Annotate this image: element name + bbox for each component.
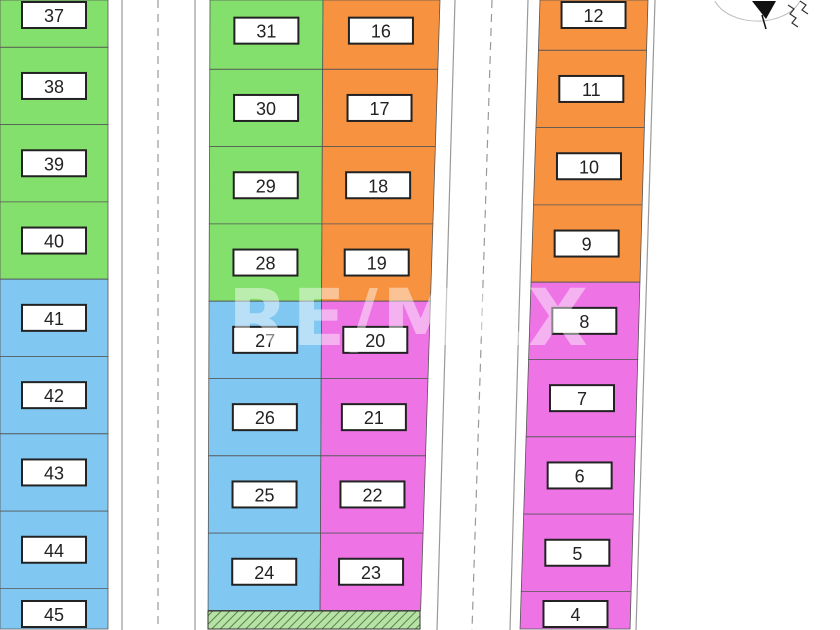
lot-label-box xyxy=(21,458,87,487)
lot-number: 21 xyxy=(364,408,384,428)
lot-label-box xyxy=(231,403,298,432)
lot-label-box xyxy=(232,171,299,200)
lot-number: 28 xyxy=(255,254,275,274)
watermark: RE/MAX xyxy=(228,274,592,364)
lot-label-box xyxy=(558,74,625,103)
lot-number: 8 xyxy=(579,312,589,332)
lot-number: 4 xyxy=(570,605,580,625)
lot-label-box xyxy=(343,248,410,277)
east-block: 12 11 10 9 8 7 6 5 4 xyxy=(519,0,649,630)
lot-label-box xyxy=(233,93,300,122)
lot-number: 26 xyxy=(255,408,275,428)
green-area-hatched xyxy=(207,610,421,630)
lot-label-box xyxy=(560,1,627,29)
lot-number: 39 xyxy=(44,154,64,174)
west-block: 37 38 39 40 41 42 43 44 45 xyxy=(0,0,109,630)
lot-label-box xyxy=(21,226,87,255)
lot-number: 23 xyxy=(361,563,381,583)
lot-number: 20 xyxy=(365,331,385,351)
lot-number: 42 xyxy=(44,386,64,406)
lot-number: 38 xyxy=(44,77,64,97)
lot-label-box xyxy=(21,600,87,628)
lot-label-box xyxy=(21,303,87,332)
lot-label-box xyxy=(231,480,298,509)
lot-number: 16 xyxy=(371,22,391,42)
lot-number: 10 xyxy=(579,157,599,177)
lot-number: 45 xyxy=(44,605,64,625)
center-west-block: 31 30 29 28 27 26 25 24 xyxy=(207,0,324,611)
lot-number: 44 xyxy=(44,541,64,561)
lot-label-box xyxy=(347,16,414,45)
lot-number: 9 xyxy=(582,235,592,255)
lot-number: 27 xyxy=(255,331,275,351)
lot-number: 7 xyxy=(577,389,587,409)
road-centerline xyxy=(471,0,493,630)
north-arrow-icon xyxy=(714,0,809,30)
road-edge xyxy=(436,0,456,630)
lot-number: 24 xyxy=(254,563,274,583)
lot-label-box xyxy=(338,557,405,586)
lot-number: 43 xyxy=(44,463,64,483)
roads xyxy=(121,0,656,630)
lot-number: 17 xyxy=(370,99,390,119)
lot-label-box xyxy=(548,384,615,413)
lot-label-box xyxy=(339,480,406,509)
lot-label-box xyxy=(233,16,300,45)
lot-number: 25 xyxy=(255,485,275,505)
lot-label-box xyxy=(21,149,87,178)
road-edge xyxy=(509,0,529,630)
lot-label-box xyxy=(232,248,299,277)
lot-number: 5 xyxy=(572,544,582,564)
lot-label-box xyxy=(546,461,613,490)
lot-number: 29 xyxy=(256,176,276,196)
lot-label-box xyxy=(340,403,407,432)
lot-label-box xyxy=(231,557,298,586)
lot-number: 6 xyxy=(575,466,585,486)
center-east-block: 16 17 18 19 20 21 22 23 xyxy=(319,0,441,611)
lot-label-box xyxy=(21,381,87,410)
lot-number: 30 xyxy=(256,99,276,119)
lot-number: 37 xyxy=(44,6,64,26)
lot-label-box xyxy=(544,538,611,567)
lot-label-box xyxy=(21,535,87,564)
lot-label-box xyxy=(345,171,412,200)
lot-label-box xyxy=(21,1,87,29)
lot-number: 22 xyxy=(362,485,382,505)
lot-label-box xyxy=(551,306,618,335)
lot-label-box xyxy=(542,600,609,628)
boundary-line xyxy=(635,0,656,630)
lot-number: 41 xyxy=(44,309,64,329)
lot-label-box xyxy=(346,93,413,122)
lot-number: 12 xyxy=(584,6,604,26)
lot-number: 18 xyxy=(368,176,388,196)
lot-number: 31 xyxy=(256,22,276,42)
lot-number: 11 xyxy=(582,80,601,100)
lot-label-box xyxy=(232,325,299,354)
lot-label-box xyxy=(555,152,622,181)
lot-label-box xyxy=(342,325,409,354)
lot-number: 19 xyxy=(367,254,387,274)
lot-label-box xyxy=(553,229,620,258)
lot-number: 40 xyxy=(44,232,64,252)
lot-label-box xyxy=(21,71,87,100)
lots-layer: 3738394041424344453130292827262524161718… xyxy=(0,0,649,630)
